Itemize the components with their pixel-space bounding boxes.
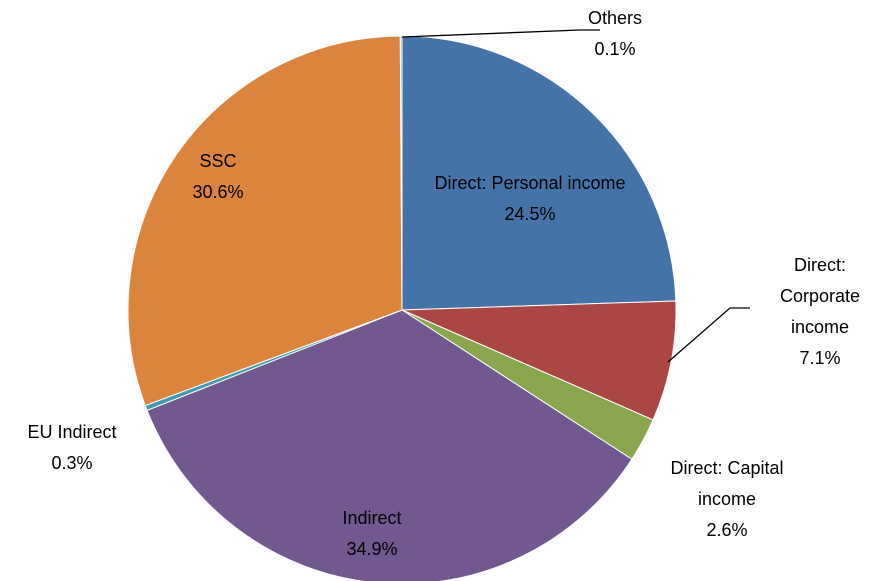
slice-label: Direct: Capital income 2.6% — [642, 453, 812, 546]
pie-slice — [399, 35, 403, 311]
slice-label: Direct: Personal income 24.5% — [430, 168, 630, 230]
value-label: 24.5% — [504, 204, 556, 224]
value-label: 0.3% — [51, 453, 93, 473]
slice-label: SSC 30.6% — [158, 146, 278, 208]
pie-slice — [401, 300, 677, 421]
category-name: EU Indirect — [27, 422, 117, 442]
category-name: Indirect — [342, 508, 402, 528]
pie-slice — [127, 35, 403, 407]
category-name: Direct: Capital income — [670, 458, 784, 509]
pie-slice — [146, 309, 633, 581]
value-label: 0.1% — [594, 39, 636, 59]
leader-line — [401, 29, 600, 38]
category-name: Direct: Corporate income — [779, 255, 861, 337]
slice-label: Indirect 34.9% — [297, 503, 447, 565]
value-label: 7.1% — [799, 348, 841, 368]
category-name: Direct: Personal income — [434, 173, 626, 193]
category-name: SSC — [199, 151, 237, 171]
category-name: Others — [587, 8, 643, 28]
value-label: 34.9% — [346, 539, 398, 559]
slice-label: EU Indirect 0.3% — [0, 417, 147, 479]
value-label: 30.6% — [192, 182, 244, 202]
value-label: 2.6% — [706, 520, 748, 540]
slice-label: Others 0.1% — [555, 3, 675, 65]
slice-label: Direct: Corporate income 7.1% — [765, 250, 875, 374]
leader-line — [667, 307, 750, 363]
pie-slice — [401, 35, 677, 311]
